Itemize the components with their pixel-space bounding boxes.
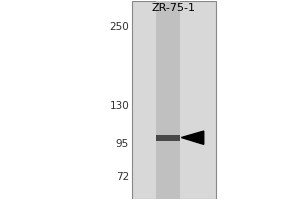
Bar: [156, 1, 180, 199]
Text: 72: 72: [116, 172, 129, 182]
Text: 250: 250: [109, 22, 129, 32]
Text: 95: 95: [116, 139, 129, 149]
Bar: [156, 135, 180, 141]
Polygon shape: [182, 131, 204, 144]
Text: ZR-75-1: ZR-75-1: [152, 3, 196, 13]
Text: 130: 130: [109, 101, 129, 111]
Bar: [132, 1, 216, 199]
